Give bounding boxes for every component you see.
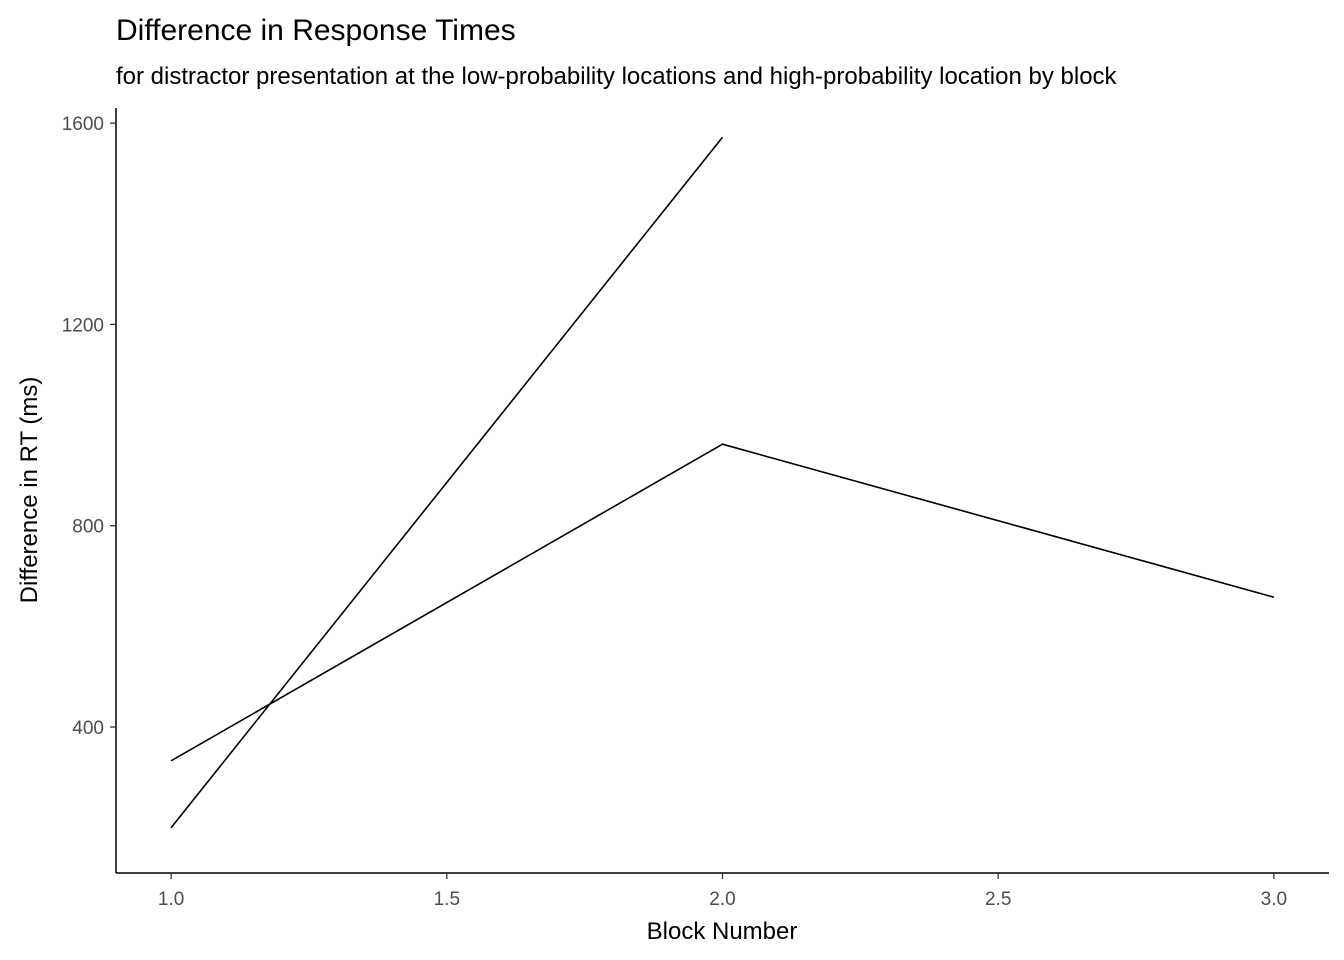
series-line-1 — [170, 136, 724, 829]
series-line-2 — [170, 443, 1275, 762]
x-axis-label: Block Number — [647, 918, 798, 945]
x-tick-label: 3.0 — [1261, 889, 1287, 910]
y-tick-label: 1600 — [62, 114, 104, 135]
x-tick-label: 2.0 — [709, 889, 735, 910]
chart-subtitle: for distractor presentation at the low-p… — [116, 63, 1118, 90]
x-axis: 1.0 1.5 2.0 2.5 3.0 — [116, 872, 1329, 910]
y-tick-label: 400 — [72, 718, 104, 739]
y-tick-label: 800 — [72, 517, 104, 538]
x-tick-label: 1.5 — [434, 889, 460, 910]
y-axis: 400 800 1200 1600 — [62, 108, 117, 873]
plot-series — [170, 136, 1275, 829]
y-axis-label: Difference in RT (ms) — [16, 377, 43, 604]
x-tick-label: 2.5 — [985, 889, 1011, 910]
x-tick-label: 1.0 — [158, 889, 184, 910]
chart-title: Difference in Response Times — [116, 14, 516, 47]
y-tick-label: 1200 — [62, 315, 104, 336]
